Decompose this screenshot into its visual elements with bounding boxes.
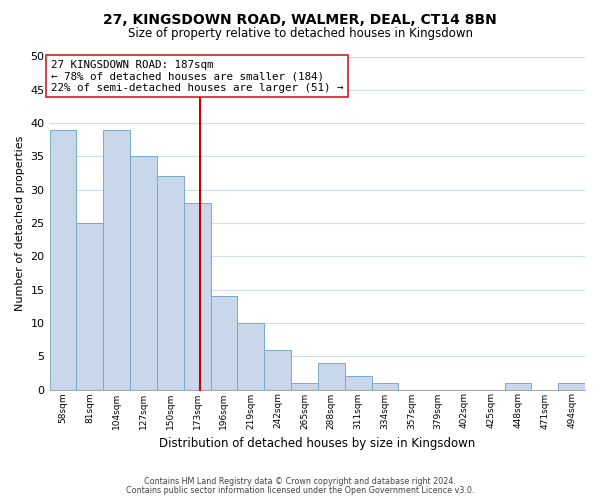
Text: Contains public sector information licensed under the Open Government Licence v3: Contains public sector information licen… [126, 486, 474, 495]
Bar [291, 383, 318, 390]
Bar [50, 130, 76, 390]
Bar [371, 383, 398, 390]
Bar [130, 156, 157, 390]
Text: 27, KINGSDOWN ROAD, WALMER, DEAL, CT14 8BN: 27, KINGSDOWN ROAD, WALMER, DEAL, CT14 8… [103, 12, 497, 26]
Text: Size of property relative to detached houses in Kingsdown: Size of property relative to detached ho… [128, 28, 473, 40]
Bar [238, 323, 264, 390]
X-axis label: Distribution of detached houses by size in Kingsdown: Distribution of detached houses by size … [159, 437, 475, 450]
Bar [264, 350, 291, 390]
Text: 27 KINGSDOWN ROAD: 187sqm
← 78% of detached houses are smaller (184)
22% of semi: 27 KINGSDOWN ROAD: 187sqm ← 78% of detac… [51, 60, 343, 93]
Bar [157, 176, 184, 390]
Text: Contains HM Land Registry data © Crown copyright and database right 2024.: Contains HM Land Registry data © Crown c… [144, 477, 456, 486]
Bar [344, 376, 371, 390]
Y-axis label: Number of detached properties: Number of detached properties [15, 136, 25, 310]
Bar [76, 223, 103, 390]
Bar [558, 383, 585, 390]
Bar [505, 383, 532, 390]
Bar [103, 130, 130, 390]
Bar [318, 363, 344, 390]
Bar [211, 296, 238, 390]
Bar [184, 203, 211, 390]
